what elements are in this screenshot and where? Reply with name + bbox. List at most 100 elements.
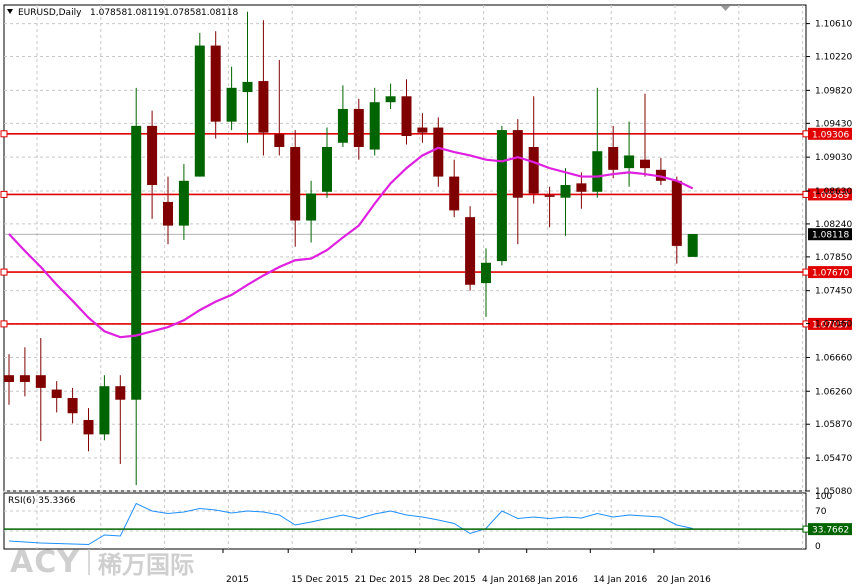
candle	[640, 93, 650, 177]
y-tick-label: 1.05080	[815, 487, 852, 497]
candle-body	[417, 127, 428, 133]
candle-body	[544, 195, 555, 197]
level-label-box	[808, 317, 852, 330]
candle	[655, 157, 666, 186]
x-tick-label: 20 Jan 2016	[657, 575, 711, 585]
level-label: 1.07057	[812, 320, 849, 330]
candle-body	[337, 108, 348, 143]
candle-body	[481, 262, 491, 284]
candle	[83, 408, 94, 452]
candle	[671, 176, 682, 264]
candle	[385, 83, 396, 109]
level-handle-left	[0, 268, 8, 276]
candle-body	[194, 45, 205, 177]
candle	[274, 59, 285, 156]
level-handle-left	[0, 320, 8, 328]
ohlc-close: 1.08118	[201, 8, 238, 18]
candle	[544, 186, 555, 228]
x-tick-label: 14 Jan 2016	[593, 575, 647, 585]
candle-body	[258, 81, 269, 133]
y-tick-label: 1.10610	[815, 20, 852, 30]
candle-body	[369, 102, 380, 150]
dropdown-icon[interactable]	[7, 9, 13, 14]
candle	[194, 32, 205, 177]
y-tick-label: 1.10220	[815, 53, 852, 63]
x-tick-label: 15 Dec 2015	[291, 575, 349, 585]
candle-body	[290, 146, 301, 221]
candle-body	[131, 125, 142, 400]
candle	[528, 96, 539, 204]
x-tick-label: 28 Dec 2015	[418, 575, 476, 585]
candle-body	[51, 389, 62, 399]
ohlc-high: 1.08119	[127, 8, 164, 18]
candle-body	[147, 125, 158, 186]
x-tick-label: 2015	[226, 575, 249, 585]
candle-body	[322, 146, 332, 192]
rsi-tick-label: 0	[815, 542, 821, 552]
y-tick-label: 1.06660	[815, 353, 852, 363]
candle	[560, 168, 571, 236]
candle	[465, 206, 476, 291]
watermark-chinese-text: 稀万国际	[97, 550, 194, 579]
candle	[481, 248, 491, 317]
rsi-level-box	[808, 523, 852, 536]
acy-logo: ACY	[10, 544, 80, 580]
y-tick-label: 1.07450	[815, 287, 852, 297]
y-tick-label: 1.07850	[815, 253, 852, 263]
candle-body	[496, 130, 507, 262]
candle	[51, 381, 62, 413]
y-tick-label: 1.05870	[815, 420, 852, 430]
main-pane	[3, 4, 807, 492]
ma-line	[8, 146, 694, 339]
candle	[592, 87, 603, 198]
candle-body	[67, 398, 78, 414]
candle	[19, 347, 30, 397]
y-tick-label: 1.09820	[815, 86, 852, 96]
candle	[449, 159, 460, 218]
y-tick-label: 1.09430	[815, 119, 852, 129]
candle-body	[115, 386, 126, 400]
candle-body	[465, 217, 476, 285]
candles	[4, 11, 698, 486]
level-label: 1.09306	[812, 130, 849, 140]
level-label: 1.08589	[812, 191, 849, 201]
rsi-indicator: RSI(6) 35.33661007030033.7662	[4, 492, 852, 552]
candle	[496, 125, 507, 266]
candle	[353, 98, 364, 160]
candle	[576, 172, 587, 209]
candle-body	[592, 151, 603, 192]
rsi-tick-label: 70	[815, 507, 827, 517]
candle	[131, 87, 142, 486]
rsi-tick-label: 100	[815, 492, 832, 502]
candle	[322, 127, 332, 198]
x-tick-label: 4 Jan 2016	[482, 575, 530, 585]
candle	[226, 66, 237, 131]
candle-body	[35, 375, 46, 388]
candle	[337, 85, 348, 147]
scroll-arrow-icon[interactable]	[721, 6, 730, 11]
candle-body	[99, 386, 110, 435]
candle-body	[385, 96, 396, 103]
candle	[624, 121, 635, 187]
candle-body	[449, 176, 460, 211]
candle-body	[655, 169, 666, 181]
candle	[290, 130, 301, 247]
candle-body	[353, 108, 364, 147]
candle	[306, 180, 317, 243]
current-price-box	[808, 228, 852, 241]
candle-body	[19, 375, 30, 382]
rsi-pane	[3, 492, 807, 550]
candle	[67, 387, 78, 424]
level-label: 1.07670	[812, 269, 849, 279]
candle-body	[512, 130, 523, 198]
rsi-level-label: 33.7662	[812, 526, 849, 536]
candle-body	[306, 193, 317, 221]
candle	[687, 234, 698, 257]
level-label-box	[808, 266, 852, 279]
candle-body	[576, 183, 587, 192]
candle-body	[433, 127, 444, 177]
candle-body	[226, 87, 237, 122]
candle-body	[401, 96, 412, 137]
candle-body	[528, 146, 539, 194]
chart-title: EURUSD,Daily	[18, 8, 82, 18]
